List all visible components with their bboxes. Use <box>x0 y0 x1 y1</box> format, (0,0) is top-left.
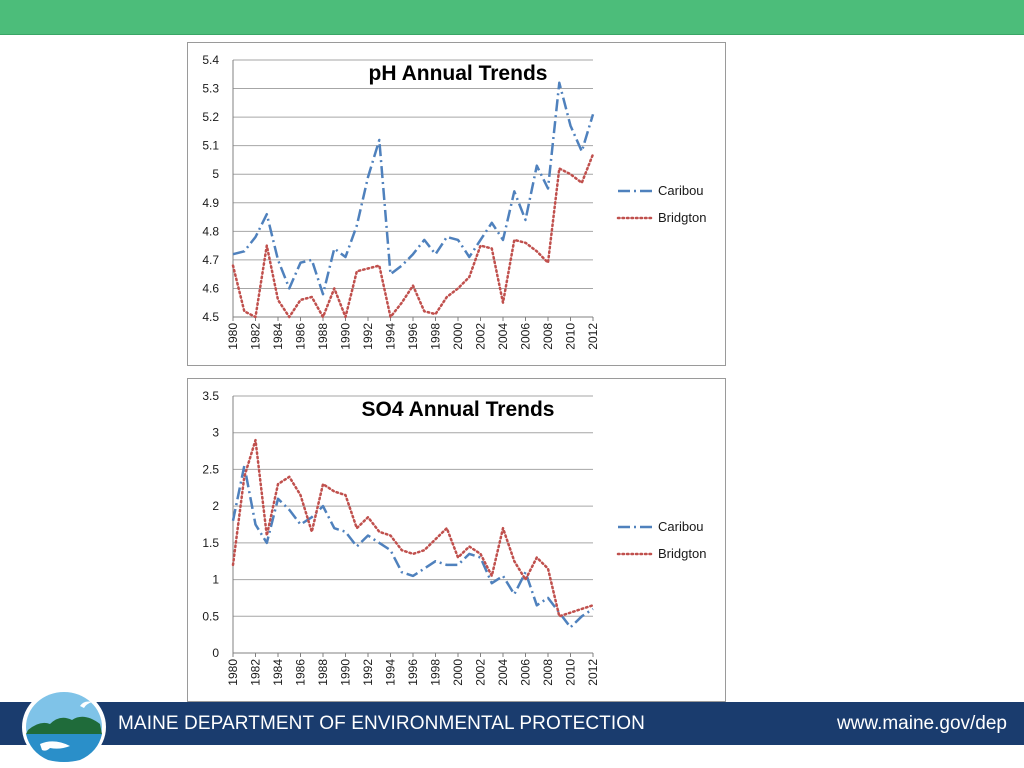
ph-x-tick-label: 2012 <box>586 323 600 350</box>
ph-chart-svg: 4.5 4.6 4.7 4.8 4.9 5 5.1 5.2 5.3 5.4 1980 1982 1984… <box>202 53 706 350</box>
so4-x-tick-label: 2012 <box>586 659 600 686</box>
so4-x-tick-label: 2004 <box>496 659 510 686</box>
so4-y-tick-label: 2 <box>212 499 219 513</box>
so4-y-tick-label: 1 <box>212 573 219 587</box>
so4-series-bridgton-line <box>231 438 595 618</box>
so4-x-tick-label: 1994 <box>384 659 398 686</box>
so4-x-tick-label: 2002 <box>474 659 488 686</box>
ph-y-tick-label: 5.2 <box>202 110 219 124</box>
ph-x-tick-label: 2008 <box>541 323 555 350</box>
ph-y-tick-label: 4.5 <box>202 310 219 324</box>
so4-series-caribou-line <box>231 464 594 629</box>
ph-y-tick-label: 5.1 <box>202 139 219 153</box>
ph-trends-chart: 4.5 4.6 4.7 4.8 4.9 5 5.1 5.2 5.3 5.4 1980 1982 1984… <box>187 42 726 366</box>
so4-x-tick-label: 1986 <box>294 659 308 686</box>
maine-dep-logo <box>22 688 106 766</box>
ph-x-tick-label: 1992 <box>361 323 375 350</box>
so4-x-tick-label: 2010 <box>564 659 578 686</box>
so4-legend-label-caribou: Caribou <box>658 519 704 534</box>
so4-y-tick-label: 3 <box>212 426 219 440</box>
ph-x-tick-label: 1986 <box>294 323 308 350</box>
ph-series-caribou-line <box>232 81 595 296</box>
so4-x-tick-label: 1984 <box>271 659 285 686</box>
ph-x-tick-label: 1982 <box>249 323 263 350</box>
top-accent-bar <box>0 0 1024 35</box>
ph-series-bridgton-line <box>231 152 595 319</box>
so4-y-tick-label: 2.5 <box>202 462 219 476</box>
ph-y-tick-label: 5.4 <box>202 53 219 67</box>
so4-y-tick-label: 0 <box>212 646 219 660</box>
ph-x-tick-label: 1984 <box>271 323 285 350</box>
ph-x-tick-label: 2006 <box>519 323 533 350</box>
ph-y-tick-label: 4.7 <box>202 253 219 267</box>
so4-x-tick-label: 1996 <box>406 659 420 686</box>
so4-x-tick-label: 2000 <box>451 659 465 686</box>
so4-x-tick-label: 1992 <box>361 659 375 686</box>
so4-x-tick-label: 1982 <box>249 659 263 686</box>
ph-x-tick-label: 2002 <box>474 323 488 350</box>
so4-trends-chart: 0 0.5 1 1.5 2 2.5 3 3.5 1980 1982 1984 1986 1988 1990… <box>187 378 726 702</box>
so4-chart-title: SO4 Annual Trends <box>362 398 555 421</box>
ph-x-tick-label: 2010 <box>564 323 578 350</box>
so4-x-tick-label: 1990 <box>339 659 353 686</box>
ph-legend-label-bridgton: Bridgton <box>658 210 706 225</box>
so4-y-tick-label: 3.5 <box>202 389 219 403</box>
ph-x-tick-label: 1990 <box>339 323 353 350</box>
footer-title: MAINE DEPARTMENT OF ENVIRONMENTAL PROTEC… <box>118 713 645 734</box>
ph-y-tick-label: 4.6 <box>202 281 219 295</box>
ph-chart-title: pH Annual Trends <box>369 62 548 85</box>
so4-x-tick-label: 1988 <box>316 659 330 686</box>
ph-x-tick-label: 2000 <box>451 323 465 350</box>
so4-x-tick-label: 2006 <box>519 659 533 686</box>
so4-chart-svg: 0 0.5 1 1.5 2 2.5 3 3.5 1980 1982 1984 1986 1988 1990… <box>202 389 706 686</box>
ph-x-tick-label: 1988 <box>316 323 330 350</box>
so4-x-tick-label: 2008 <box>541 659 555 686</box>
ph-x-tick-label: 1994 <box>384 323 398 350</box>
ph-y-tick-label: 5 <box>212 167 219 181</box>
ph-legend-label-caribou: Caribou <box>658 183 704 198</box>
so4-x-tick-label: 1998 <box>429 659 443 686</box>
so4-legend-label-bridgton: Bridgton <box>658 546 706 561</box>
so4-y-tick-label: 1.5 <box>202 536 219 550</box>
ph-y-tick-label: 4.8 <box>202 224 219 238</box>
ph-y-tick-label: 5.3 <box>202 82 219 96</box>
ph-x-tick-label: 1998 <box>429 323 443 350</box>
so4-y-tick-label: 0.5 <box>202 609 219 623</box>
ph-y-tick-label: 4.9 <box>202 196 219 210</box>
so4-x-tick-label: 1980 <box>226 659 240 686</box>
footer-bar: MAINE DEPARTMENT OF ENVIRONMENTAL PROTEC… <box>0 702 1024 745</box>
footer-url-link[interactable]: www.maine.gov/dep <box>836 713 1007 734</box>
ph-x-tick-label: 1980 <box>226 323 240 350</box>
ph-x-tick-label: 2004 <box>496 323 510 350</box>
ph-x-tick-label: 1996 <box>406 323 420 350</box>
